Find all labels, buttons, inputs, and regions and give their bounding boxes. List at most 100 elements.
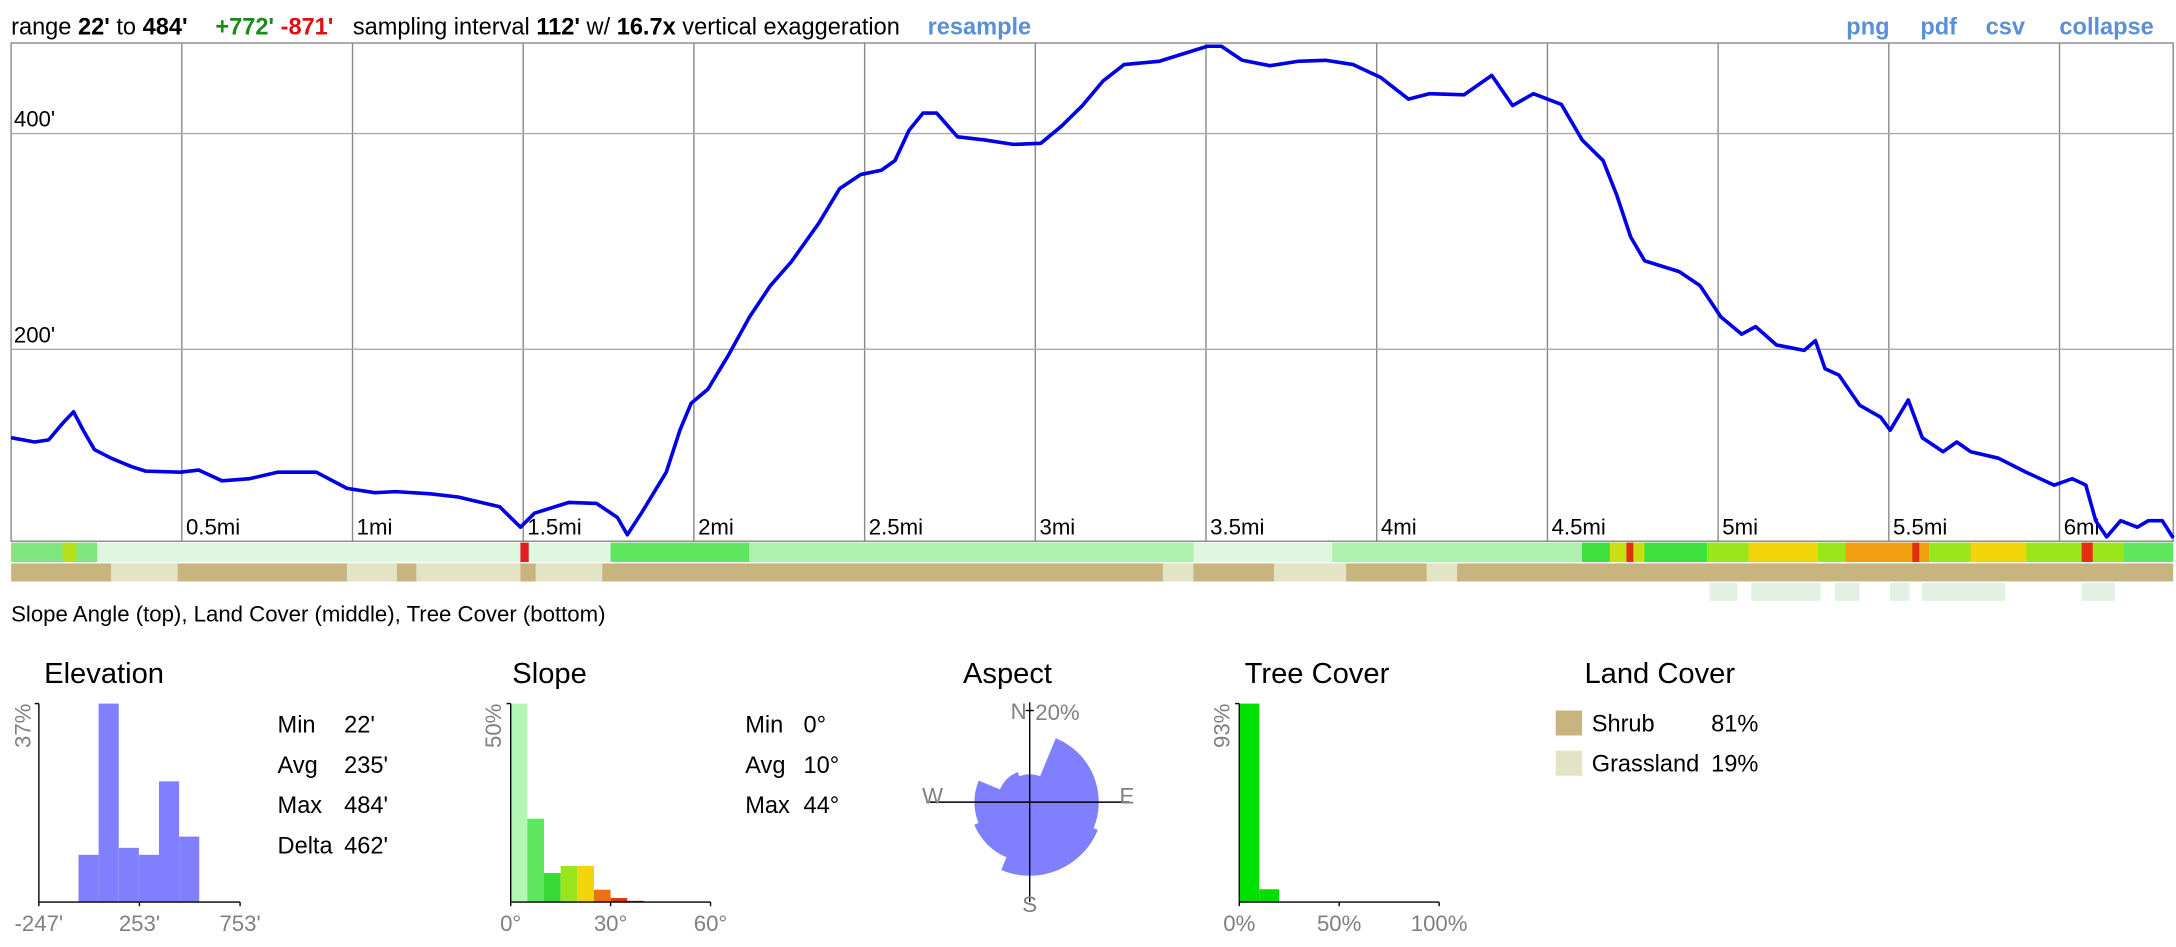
r-tick-label: 20% [1035,700,1079,725]
stat-value: 484' [344,792,388,818]
histogram-bar [158,781,180,903]
legend-value: 19% [1711,751,1758,777]
tree-strip [2081,582,2115,601]
x-tick-label: 753' [219,911,260,936]
x-tick-label: 2mi [698,514,734,539]
panel-title: Elevation [44,658,164,690]
to: to [116,14,136,40]
gain: +772' [215,14,274,40]
stat-label: Max [745,792,790,818]
direction-label: W [922,784,943,809]
y-tick-label: 400' [14,107,55,132]
land-strip [346,563,397,582]
resample-link[interactable]: resample [928,14,1032,40]
slope-strip [1912,542,1920,563]
stat-value: 462' [344,832,388,858]
x-tick-label: 30° [594,911,628,936]
legend-swatch [1555,750,1583,776]
tree-strip [1709,582,1738,601]
x-tick-label: 2.5mi [869,514,923,539]
land-strip [11,563,2174,582]
direction-label: E [1119,784,1134,809]
legend-name: Grassland [1592,751,1699,777]
slope-strip [2081,542,2093,563]
x-tick-label: 4.5mi [1552,514,1606,539]
y-tick-label: 200' [14,322,55,347]
y-tick-label: 50% [481,704,506,748]
x-tick-label: 100% [1411,911,1468,936]
legend-value: 81% [1711,710,1758,736]
land-strip [416,563,521,582]
slope-strip [1332,542,1583,563]
histogram-bar [577,865,594,903]
x-tick-label: 5mi [1722,514,1758,539]
land-strip [1426,563,1458,582]
x-tick-label: 0° [500,911,521,936]
panel-title: Slope [512,658,587,690]
export-link[interactable]: png [1846,14,1889,40]
histogram-bar [527,818,545,903]
x-tick-label: 50% [1317,911,1361,936]
stat-label: Delta [278,832,334,858]
tree-strip [1922,582,2006,601]
histogram-bar [78,854,99,903]
x-tick-label: 3.5mi [1210,514,1264,539]
x-tick-label: 5.5mi [1893,514,1947,539]
histogram-bar [544,873,561,903]
aspect-sector [999,772,1031,803]
x-tick-label: 1mi [357,514,393,539]
slope-strip [610,542,750,563]
stat-value: 44° [804,792,840,818]
range-label: range [11,14,71,40]
histogram-bar [118,847,139,903]
slope-strip [1970,542,2027,563]
slope-strip [749,542,1194,563]
with: w/ [586,14,611,40]
interval: 112' [536,14,580,40]
slope-strip [1748,542,1818,563]
loss: -871' [281,14,334,40]
tree-strip [1751,582,1821,601]
caption: Slope Angle (top), Land Cover (middle), … [11,602,605,627]
direction-label: N [1011,699,1027,724]
histogram-bar [593,889,611,903]
stat-label: Min [745,712,783,738]
panel-title: Tree Cover [1245,658,1390,690]
legend-swatch [1555,710,1583,736]
export-link[interactable]: csv [1986,14,2026,40]
x-tick-label: 0.5mi [186,514,240,539]
stat-label: Avg [745,752,785,778]
panel-title: Land Cover [1584,658,1735,690]
slope-strip [1626,542,1634,563]
elevation-line [10,44,2175,539]
export-link[interactable]: pdf [1920,14,1957,40]
x-tick-label: 4mi [1381,514,1417,539]
land-strip [1273,563,1347,582]
aspect-sector [1029,801,1098,871]
aspect-sector [974,801,1031,858]
export-link[interactable]: collapse [2059,14,2153,40]
histogram-bar [98,703,119,903]
histogram-bar [138,854,159,903]
histogram-bar [1239,703,1260,903]
x-tick-label: 253' [119,911,160,936]
strips [11,542,2174,601]
stat-value: 0° [804,712,827,738]
tree-strip [1890,582,1910,601]
histogram-bar [610,898,628,903]
exaggeration: 16.7x [617,14,676,40]
slope-strip [62,542,77,563]
x-tick-label: 1.5mi [527,514,581,539]
y-tick-label: 37% [11,704,36,748]
slope-strip [2123,542,2174,563]
interval-label: sampling interval [353,14,530,40]
stat-label: Avg [278,752,318,778]
stat-label: Min [278,712,316,738]
tree-strip [1834,582,1860,601]
land-strip [111,563,178,582]
histogram-bar [510,703,528,903]
land-strip [1162,563,1194,582]
stat-value: 10° [804,752,840,778]
panel-title: Aspect [963,658,1052,690]
stat-value: 22' [344,712,375,738]
